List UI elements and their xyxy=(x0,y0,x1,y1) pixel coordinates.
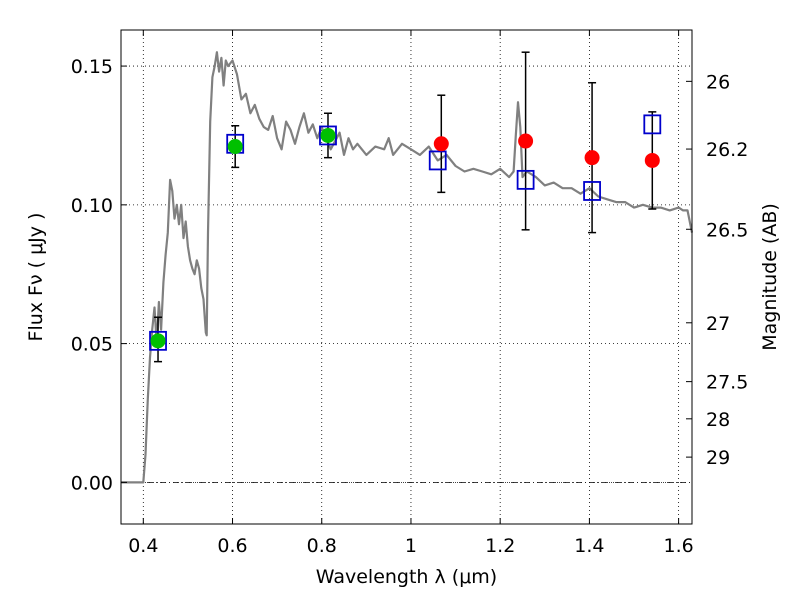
right-tick-label: 27.5 xyxy=(706,372,748,394)
right-tick-label: 28 xyxy=(706,409,730,431)
x-tick-label: 1.2 xyxy=(485,535,515,557)
sed-model-line xyxy=(121,51,694,484)
plot-frame xyxy=(120,29,693,525)
detection-point xyxy=(227,139,243,155)
right-tick-label: 27 xyxy=(706,313,730,335)
right-tick-label: 26.5 xyxy=(706,219,748,241)
model-square xyxy=(643,114,662,135)
right-tick-label: 29 xyxy=(706,447,730,469)
y-axis-label: Flux Fν ( μJy ) xyxy=(25,213,47,342)
model-square xyxy=(583,181,601,201)
x-tick-label: 1 xyxy=(405,535,417,557)
right-tick-label: 26.2 xyxy=(706,139,748,161)
x-tick-label: 1.4 xyxy=(574,535,604,557)
upper-limit-point xyxy=(518,133,534,149)
y-tick-label: 0.05 xyxy=(71,334,113,356)
upper-limit-point xyxy=(584,150,600,166)
model-square xyxy=(516,169,535,190)
x-tick-label: 0.4 xyxy=(128,535,158,557)
x-axis-label: Wavelength λ (μm) xyxy=(316,566,497,588)
detection-point xyxy=(150,333,166,349)
model-square xyxy=(319,125,337,146)
ticks: 0.4 0.6 0.8 1 1.2 1.4 1.6 0.00 0.05 0.10 0.15 26 26.… xyxy=(71,30,748,557)
x-tick-label: 0.6 xyxy=(217,535,247,557)
detection-point xyxy=(320,127,336,143)
right-axis-label: Magnitude (AB) xyxy=(759,203,781,351)
series-layer xyxy=(121,51,694,484)
x-tick-label: 1.6 xyxy=(664,535,694,557)
model-square xyxy=(428,150,447,171)
y-tick-label: 0.15 xyxy=(71,56,113,78)
x-tick-label: 0.8 xyxy=(307,535,337,557)
upper-limit-point xyxy=(433,136,449,152)
right-tick-label: 26 xyxy=(706,71,730,93)
model-square xyxy=(149,330,167,351)
y-tick-label: 0.10 xyxy=(71,195,113,217)
y-tick-label: 0.00 xyxy=(71,472,113,494)
upper-limit-point xyxy=(644,152,660,168)
